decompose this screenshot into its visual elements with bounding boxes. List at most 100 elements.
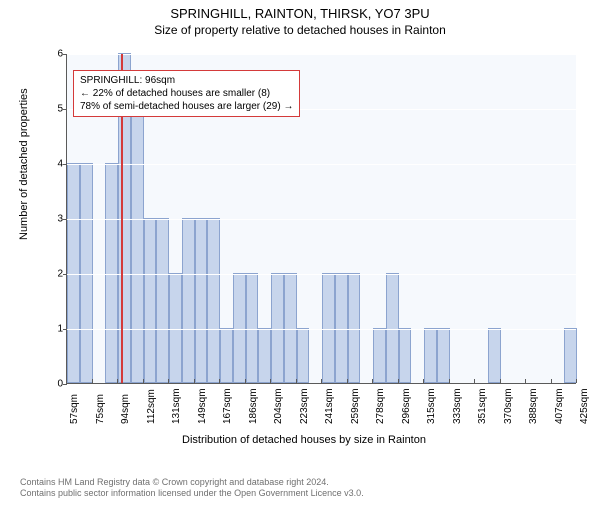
x-tick-label: 407sqm [554,388,565,424]
bar [271,273,284,383]
y-tick-mark [63,329,67,330]
x-tick-label: 388sqm [528,388,539,424]
bar [207,218,220,383]
x-tick-label: 278sqm [375,388,386,424]
gridline [67,164,576,165]
x-tick-mark [143,379,144,383]
x-tick-mark [66,379,67,383]
callout-line: ← 22% of detached houses are smaller (8) [80,87,293,100]
y-tick-mark [63,384,67,385]
x-tick-mark [168,379,169,383]
x-tick-label: 296sqm [401,388,412,424]
x-tick-mark [398,379,399,383]
bar [373,328,386,383]
x-tick-label: 333sqm [452,388,463,424]
x-tick-mark [551,379,552,383]
x-tick-mark [525,379,526,383]
footer-attribution: Contains HM Land Registry data © Crown c… [20,477,364,500]
x-tick-mark [92,379,93,383]
gridline [67,219,576,220]
gridline [67,274,576,275]
x-tick-mark [194,379,195,383]
x-tick-mark [576,379,577,383]
bar [144,218,157,383]
x-tick-label: 57sqm [69,394,80,424]
y-tick-mark [63,219,67,220]
chart-container: Number of detached properties 0123456SPR… [24,50,584,448]
x-tick-label: 315sqm [426,388,437,424]
bar [284,273,297,383]
x-tick-label: 112sqm [146,389,157,424]
y-tick-label: 1 [47,324,63,335]
y-tick-mark [63,274,67,275]
x-tick-label: 75sqm [95,394,106,424]
marker-callout: SPRINGHILL: 96sqm← 22% of detached house… [73,70,300,117]
x-tick-mark [372,379,373,383]
x-tick-mark [423,379,424,383]
y-tick-label: 3 [47,214,63,225]
x-tick-label: 223sqm [299,388,310,424]
bar [169,273,182,383]
y-tick-label: 4 [47,159,63,170]
x-tick-label: 351sqm [477,388,488,424]
bar [220,328,233,383]
y-tick-label: 5 [47,104,63,115]
footer-line: Contains HM Land Registry data © Crown c… [20,477,364,489]
x-axis-label: Distribution of detached houses by size … [24,434,584,446]
x-tick-mark [474,379,475,383]
bar [564,328,577,383]
x-tick-mark [117,379,118,383]
y-tick-label: 0 [47,379,63,390]
bar [488,328,501,383]
y-tick-mark [63,109,67,110]
x-tick-mark [449,379,450,383]
x-tick-mark [347,379,348,383]
callout-line: 78% of semi-detached houses are larger (… [80,100,293,113]
x-tick-mark [219,379,220,383]
plot-area: 0123456SPRINGHILL: 96sqm← 22% of detache… [66,54,576,384]
bar [233,273,246,383]
bar [348,273,361,383]
bar [246,273,259,383]
footer-line: Contains public sector information licen… [20,488,364,500]
page-title: SPRINGHILL, RAINTON, THIRSK, YO7 3PU [0,6,600,21]
x-tick-label: 204sqm [273,388,284,424]
x-tick-label: 149sqm [197,388,208,424]
bar [156,218,169,383]
x-tick-mark [500,379,501,383]
bar [182,218,195,383]
bar [322,273,335,383]
bar [386,273,399,383]
x-tick-label: 167sqm [222,388,233,424]
x-tick-label: 370sqm [503,388,514,424]
x-tick-mark [321,379,322,383]
gridline [67,54,576,55]
bar [105,163,118,383]
x-tick-label: 131sqm [171,388,182,424]
page-subtitle: Size of property relative to detached ho… [0,23,600,37]
x-tick-label: 259sqm [350,388,361,424]
x-tick-mark [296,379,297,383]
x-tick-mark [270,379,271,383]
callout-line: SPRINGHILL: 96sqm [80,74,293,87]
bar [195,218,208,383]
bar [67,163,80,383]
y-tick-mark [63,164,67,165]
x-tick-label: 425sqm [579,388,590,424]
bar [297,328,310,383]
gridline [67,329,576,330]
bar [437,328,450,383]
bar [80,163,93,383]
bar [131,108,144,383]
y-axis-label: Number of detached properties [18,88,30,240]
x-tick-label: 241sqm [324,388,335,424]
bar [399,328,412,383]
bar [258,328,271,383]
y-tick-label: 6 [47,49,63,60]
bar [424,328,437,383]
x-tick-mark [245,379,246,383]
x-tick-label: 186sqm [248,388,259,424]
x-tick-label: 94sqm [120,394,131,424]
y-tick-mark [63,54,67,55]
y-tick-label: 2 [47,269,63,280]
